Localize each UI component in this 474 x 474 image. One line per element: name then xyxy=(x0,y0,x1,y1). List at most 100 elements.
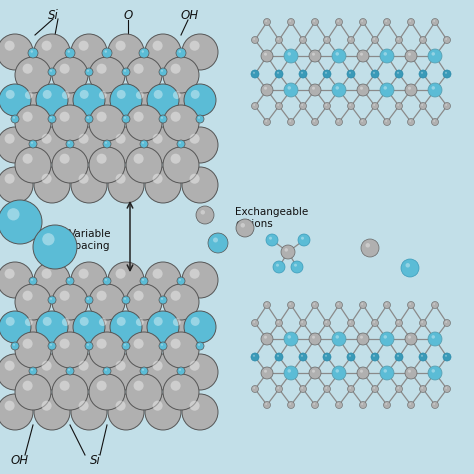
Circle shape xyxy=(359,118,366,126)
Circle shape xyxy=(19,86,47,114)
Circle shape xyxy=(97,64,107,74)
Circle shape xyxy=(43,90,52,99)
Circle shape xyxy=(182,262,218,298)
Text: Si: Si xyxy=(47,9,58,21)
Circle shape xyxy=(190,361,200,371)
Circle shape xyxy=(253,355,255,357)
Circle shape xyxy=(253,387,255,389)
Circle shape xyxy=(380,332,394,346)
Circle shape xyxy=(347,70,355,78)
Text: Exchangeable
cations: Exchangeable cations xyxy=(235,207,308,229)
Circle shape xyxy=(108,394,144,430)
Circle shape xyxy=(104,50,107,53)
Circle shape xyxy=(171,154,181,164)
Circle shape xyxy=(253,321,255,323)
Circle shape xyxy=(357,333,369,345)
Circle shape xyxy=(73,311,105,343)
Circle shape xyxy=(36,311,68,343)
Circle shape xyxy=(42,134,52,144)
Circle shape xyxy=(311,18,319,26)
Circle shape xyxy=(380,49,394,63)
Circle shape xyxy=(431,86,435,90)
Circle shape xyxy=(252,319,258,327)
Circle shape xyxy=(126,105,162,141)
Circle shape xyxy=(443,70,451,78)
Circle shape xyxy=(288,335,291,338)
Circle shape xyxy=(116,269,126,279)
Circle shape xyxy=(347,353,355,361)
Circle shape xyxy=(19,313,47,341)
Circle shape xyxy=(361,20,363,22)
Circle shape xyxy=(147,84,179,116)
Circle shape xyxy=(5,401,15,411)
Circle shape xyxy=(397,38,399,40)
Circle shape xyxy=(79,41,89,51)
Circle shape xyxy=(184,84,216,116)
Circle shape xyxy=(198,344,200,346)
Circle shape xyxy=(301,104,303,106)
Circle shape xyxy=(332,332,346,346)
Circle shape xyxy=(252,102,258,109)
Circle shape xyxy=(89,284,125,320)
Circle shape xyxy=(167,313,195,341)
Circle shape xyxy=(251,70,259,78)
Circle shape xyxy=(298,234,310,246)
Circle shape xyxy=(405,333,417,345)
Circle shape xyxy=(405,84,417,96)
Circle shape xyxy=(5,41,15,51)
Circle shape xyxy=(264,53,267,56)
Circle shape xyxy=(145,167,181,203)
Circle shape xyxy=(71,34,107,70)
Circle shape xyxy=(122,342,130,350)
Circle shape xyxy=(15,57,51,93)
Circle shape xyxy=(409,20,411,22)
Circle shape xyxy=(126,374,162,410)
Circle shape xyxy=(108,127,144,163)
Circle shape xyxy=(383,369,387,373)
Circle shape xyxy=(179,50,181,53)
Circle shape xyxy=(431,301,438,309)
Circle shape xyxy=(312,336,315,339)
Circle shape xyxy=(124,70,126,72)
Circle shape xyxy=(433,303,435,305)
Circle shape xyxy=(361,303,363,305)
Text: Si: Si xyxy=(90,454,100,466)
Circle shape xyxy=(325,355,327,357)
Circle shape xyxy=(337,303,339,305)
Circle shape xyxy=(264,370,267,373)
Circle shape xyxy=(264,301,271,309)
Circle shape xyxy=(73,84,105,116)
Circle shape xyxy=(421,355,423,357)
Circle shape xyxy=(431,52,435,55)
Circle shape xyxy=(443,353,451,361)
Circle shape xyxy=(444,36,450,44)
Circle shape xyxy=(347,319,355,327)
Circle shape xyxy=(42,41,52,51)
Circle shape xyxy=(336,52,339,55)
Circle shape xyxy=(196,115,204,123)
Circle shape xyxy=(182,354,218,390)
Circle shape xyxy=(445,104,447,106)
Circle shape xyxy=(145,394,181,430)
Circle shape xyxy=(419,319,427,327)
Circle shape xyxy=(433,20,435,22)
Circle shape xyxy=(71,127,107,163)
Circle shape xyxy=(312,87,315,90)
Circle shape xyxy=(173,91,181,99)
Circle shape xyxy=(110,311,142,343)
Circle shape xyxy=(395,70,403,78)
Circle shape xyxy=(126,332,162,368)
Circle shape xyxy=(419,385,427,392)
Circle shape xyxy=(177,277,185,285)
Circle shape xyxy=(190,134,200,144)
Circle shape xyxy=(134,64,144,74)
Circle shape xyxy=(15,105,51,141)
Circle shape xyxy=(167,86,195,114)
Circle shape xyxy=(139,48,149,58)
Circle shape xyxy=(5,361,15,371)
Circle shape xyxy=(60,338,70,349)
Circle shape xyxy=(66,140,74,148)
Circle shape xyxy=(60,381,70,391)
Circle shape xyxy=(25,91,33,99)
Circle shape xyxy=(372,102,379,109)
